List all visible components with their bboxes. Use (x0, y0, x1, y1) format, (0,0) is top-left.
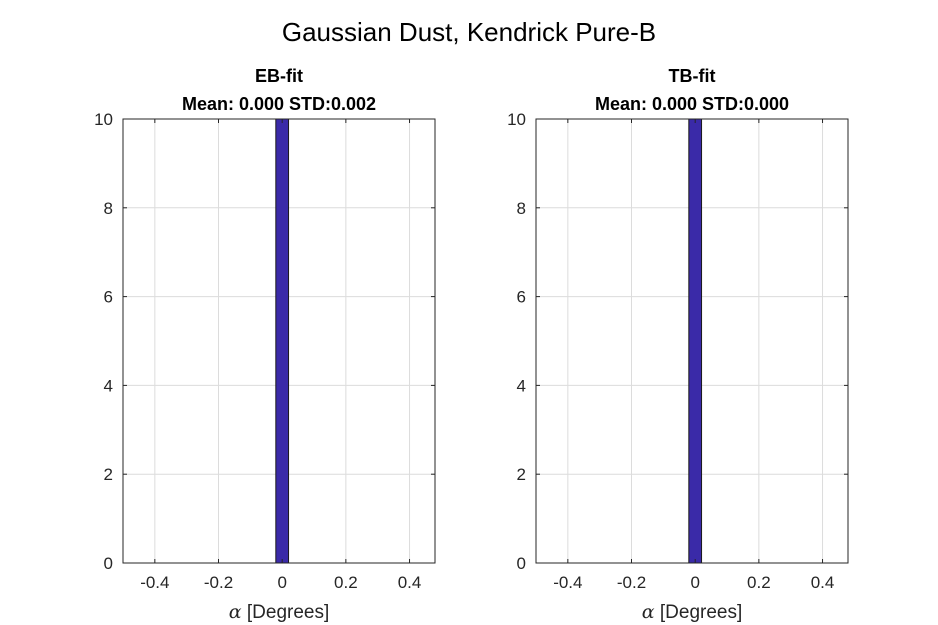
plots: -0.4 -0.2 0 0.2 0.4 0 2 4 6 8 10 EB-fit Mean: 0.000 … (94, 66, 849, 623)
axes-box (122, 118, 436, 564)
y-tick-label: 4 (517, 376, 526, 395)
x-tick-label: 0.2 (334, 573, 358, 592)
y-tick-label: 8 (517, 199, 526, 218)
y-tick-label: 10 (94, 110, 113, 129)
y-tick-label: 0 (104, 554, 113, 573)
x-axis-label: α [Degrees] (229, 601, 330, 623)
y-tick-label: 2 (517, 465, 526, 484)
figure-title: Gaussian Dust, Kendrick Pure-B (282, 17, 656, 47)
histogram-bar-1 (688, 118, 703, 564)
y-tick-label: 0 (517, 554, 526, 573)
y-tick-label: 6 (517, 288, 526, 307)
x-tick-label: -0.2 (617, 573, 646, 592)
x-tick-label: 0 (277, 573, 286, 592)
y-tick-label: 10 (507, 110, 526, 129)
subplot-title-line1: EB-fit (255, 66, 303, 86)
x-tick-label: 0 (690, 573, 699, 592)
x-tick-label: -0.2 (204, 573, 233, 592)
x-axis-label-symbol: α (229, 601, 242, 623)
x-tick-label: 0.4 (811, 573, 835, 592)
x-tick-label: 0.2 (747, 573, 771, 592)
x-tick-label: -0.4 (553, 573, 582, 592)
axes-box (535, 118, 849, 564)
subplot-1: -0.4 -0.2 0 0.2 0.4 0 2 4 6 8 10 EB-fit Mean: 0.000 … (94, 66, 436, 623)
histogram-bar-1 (275, 118, 290, 564)
subplot-title-line2: Mean: 0.000 STD:0.000 (595, 94, 789, 114)
subplot-2: -0.4 -0.2 0 0.2 0.4 0 2 4 6 8 10 TB-fit Mean: 0.000 … (507, 66, 849, 623)
x-axis-label-text: [Degrees] (242, 602, 330, 623)
y-tick-label: 8 (104, 199, 113, 218)
y-tick-label: 4 (104, 376, 113, 395)
x-tick-label: 0.4 (398, 573, 422, 592)
subplot-title-line2: Mean: 0.000 STD:0.002 (182, 94, 376, 114)
y-tick-label: 2 (104, 465, 113, 484)
x-axis-label: α [Degrees] (642, 601, 743, 623)
subplot-title-line1: TB-fit (669, 66, 716, 86)
x-tick-label: -0.4 (140, 573, 169, 592)
x-axis-label-symbol: α (642, 601, 655, 623)
x-axis-label-text: [Degrees] (655, 602, 743, 623)
y-tick-label: 6 (104, 288, 113, 307)
